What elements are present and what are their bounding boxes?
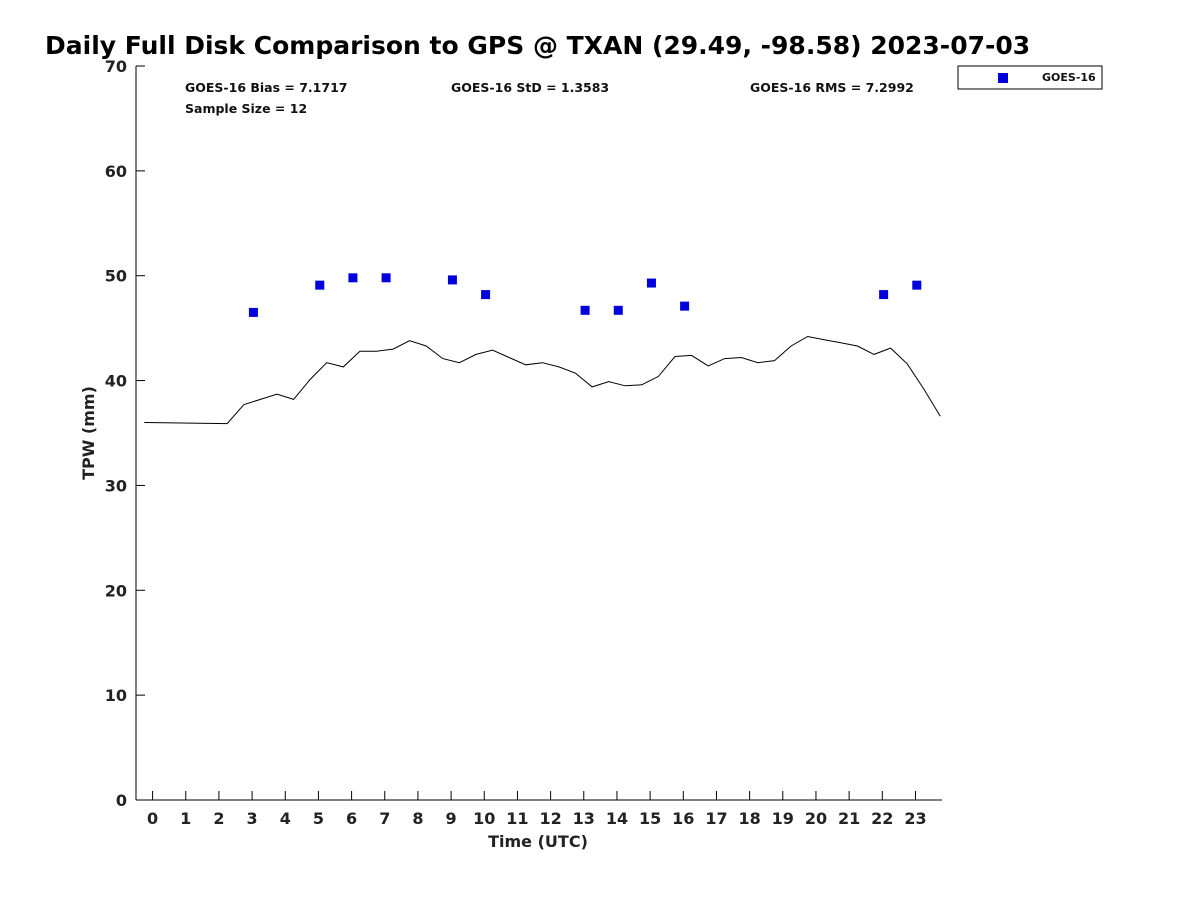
x-tick-label: 17 bbox=[705, 809, 727, 828]
x-tick-label: 20 bbox=[805, 809, 827, 828]
goes-16-point bbox=[680, 301, 690, 311]
y-tick-label: 60 bbox=[105, 162, 127, 181]
x-tick-label: 4 bbox=[280, 809, 291, 828]
chart-title: Daily Full Disk Comparison to GPS @ TXAN… bbox=[45, 31, 1030, 60]
goes-16-point bbox=[580, 305, 590, 315]
stat-bias: GOES-16 Bias = 7.1717 bbox=[185, 80, 347, 95]
y-tick-label: 70 bbox=[105, 57, 127, 76]
x-tick-label: 10 bbox=[473, 809, 495, 828]
gps-line-layer bbox=[144, 335, 941, 425]
x-tick-label: 8 bbox=[412, 809, 423, 828]
x-tick-label: 9 bbox=[446, 809, 457, 828]
x-tick-label: 16 bbox=[672, 809, 694, 828]
x-tick-label: 7 bbox=[379, 809, 390, 828]
y-axis-label: TPW (mm) bbox=[79, 386, 98, 480]
x-tick-label: 21 bbox=[838, 809, 860, 828]
x-tick-label: 6 bbox=[346, 809, 357, 828]
y-tick-label: 10 bbox=[105, 686, 127, 705]
goes-16-point bbox=[315, 280, 325, 290]
y-axis-ticks: 0 10 20 30 40 50 60 70 bbox=[105, 57, 145, 810]
x-tick-label: 11 bbox=[506, 809, 528, 828]
plot-axes bbox=[135, 66, 942, 801]
x-tick-label: 13 bbox=[573, 809, 595, 828]
goes-16-point bbox=[381, 273, 391, 283]
stat-rms: GOES-16 RMS = 7.2992 bbox=[750, 80, 914, 95]
gps-series-line bbox=[144, 335, 941, 425]
x-tick-label: 1 bbox=[180, 809, 191, 828]
legend-marker bbox=[998, 73, 1008, 83]
goes-16-point bbox=[447, 275, 457, 285]
y-tick-label: 30 bbox=[105, 476, 127, 495]
x-tick-label: 5 bbox=[313, 809, 324, 828]
goes-16-point bbox=[879, 290, 889, 300]
goes-16-point bbox=[481, 290, 491, 300]
x-tick-label: 19 bbox=[772, 809, 794, 828]
x-axis-ticks: 0 1 2 3 4 5 6 7 8 9 10 11 12 13 14 15 16 17 18 19 20 21 22 23 bbox=[147, 791, 927, 828]
y-tick-label: 0 bbox=[116, 791, 127, 810]
y-tick-label: 50 bbox=[105, 267, 127, 286]
x-tick-label: 14 bbox=[606, 809, 628, 828]
x-tick-label: 2 bbox=[213, 809, 224, 828]
x-tick-label: 3 bbox=[247, 809, 258, 828]
goes-points-layer bbox=[248, 273, 922, 317]
goes-16-point bbox=[912, 280, 922, 290]
stat-sample-size: Sample Size = 12 bbox=[185, 101, 307, 116]
x-axis-label: Time (UTC) bbox=[488, 832, 588, 851]
x-tick-label: 23 bbox=[904, 809, 926, 828]
x-tick-label: 22 bbox=[871, 809, 893, 828]
stat-std: GOES-16 StD = 1.3583 bbox=[451, 80, 609, 95]
y-tick-label: 40 bbox=[105, 372, 127, 391]
x-tick-label: 18 bbox=[738, 809, 760, 828]
goes-16-point bbox=[248, 307, 258, 317]
y-tick-label: 20 bbox=[105, 581, 127, 600]
goes-16-point bbox=[613, 305, 623, 315]
x-tick-label: 12 bbox=[539, 809, 561, 828]
legend-box bbox=[957, 65, 1103, 90]
legend: GOES-16 bbox=[957, 65, 1103, 90]
x-tick-label: 15 bbox=[639, 809, 661, 828]
goes-16-point bbox=[348, 273, 358, 283]
goes-16-point bbox=[646, 278, 656, 288]
legend-label: GOES-16 bbox=[1042, 71, 1096, 84]
x-tick-label: 0 bbox=[147, 809, 158, 828]
